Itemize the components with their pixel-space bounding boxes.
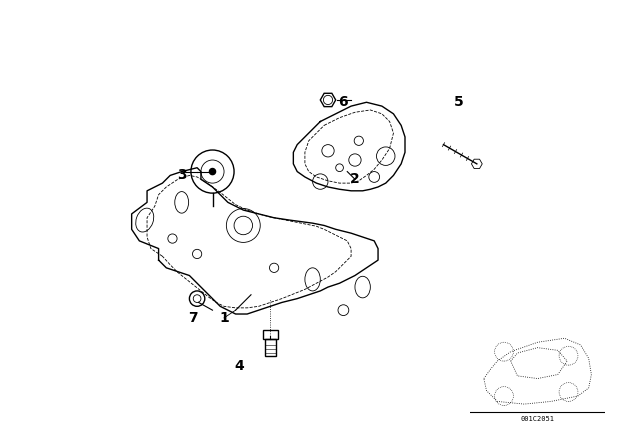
Circle shape [209,168,216,175]
Text: 3: 3 [177,168,186,182]
Text: 5: 5 [454,95,464,109]
Text: 4: 4 [235,359,244,373]
Text: 1: 1 [219,311,229,325]
Text: 7: 7 [188,311,198,325]
Text: 2: 2 [350,172,360,186]
Text: 6: 6 [339,95,348,109]
Text: 001C2051: 001C2051 [520,416,555,422]
